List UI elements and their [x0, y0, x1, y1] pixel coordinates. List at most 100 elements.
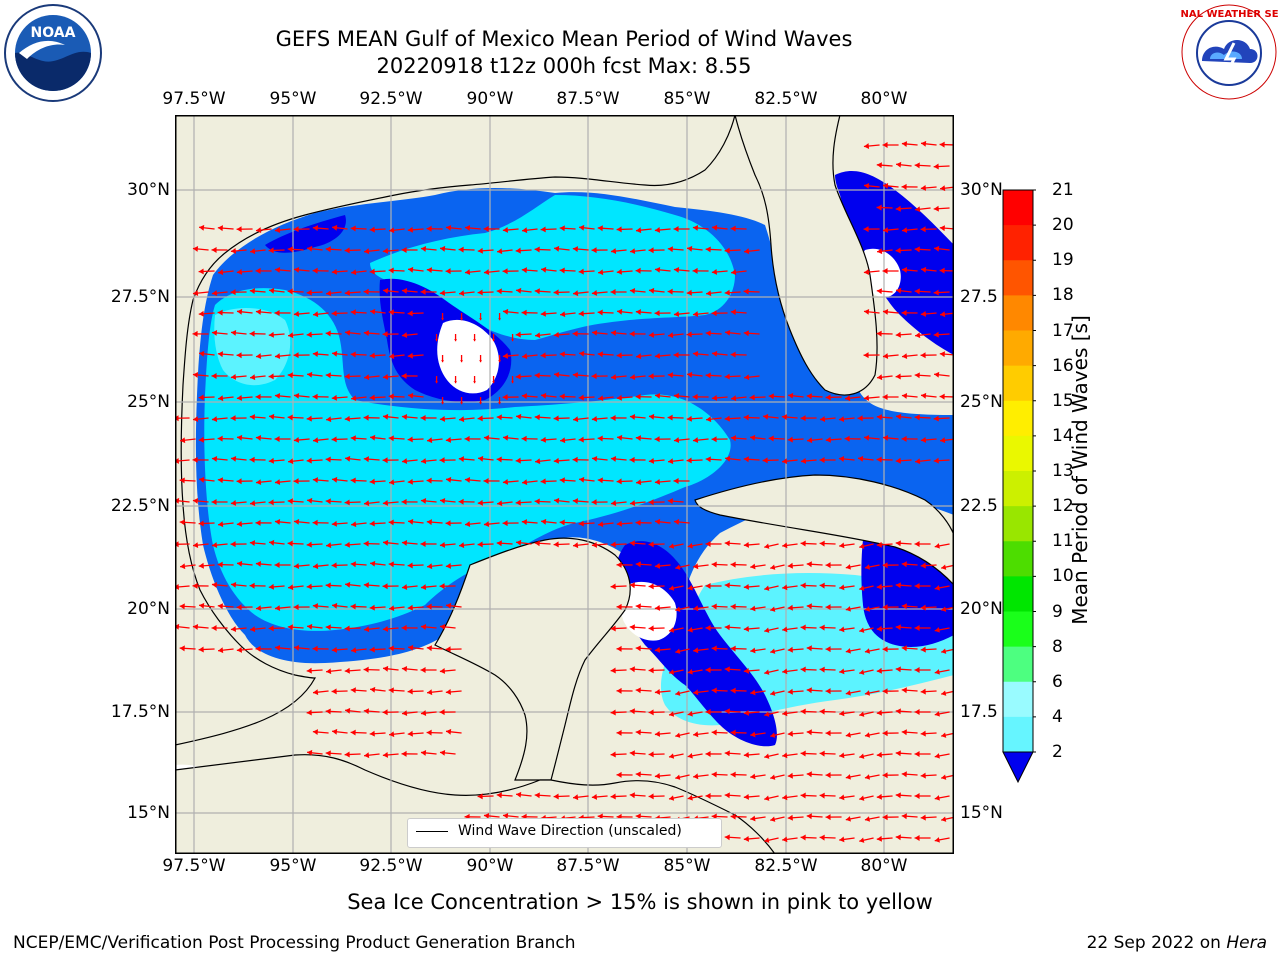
wind-wave-arrowhead	[876, 835, 882, 842]
wind-wave-arrowhead	[350, 561, 356, 568]
wind-wave-arrowhead	[288, 332, 294, 339]
wind-wave-arrowhead	[407, 478, 413, 485]
wind-wave-arrowhead	[579, 350, 585, 357]
wind-wave-arrowhead	[863, 226, 869, 233]
wind-wave-arrowhead	[635, 435, 641, 442]
wind-wave-arrowhead	[293, 563, 300, 569]
wind-wave-arrowhead	[446, 476, 452, 483]
wind-wave-arrowhead	[331, 310, 337, 317]
wind-wave-arrowhead	[819, 708, 825, 715]
wind-wave-arrowhead	[839, 794, 845, 801]
wind-wave-arrowhead	[669, 585, 675, 591]
wind-wave-arrowhead	[686, 331, 692, 338]
lat-label-right: 25°N	[960, 392, 1003, 412]
wind-wave-arrowhead	[705, 456, 711, 463]
wind-wave-arrowhead	[534, 288, 540, 295]
wind-wave-arrowhead	[496, 540, 502, 547]
wind-wave-arrowhead	[914, 162, 920, 169]
wind-wave-arrowhead	[218, 269, 224, 276]
wind-wave-arrowhead	[572, 498, 578, 505]
wind-wave-arrowhead	[744, 374, 750, 381]
wind-wave-arrowhead	[800, 708, 806, 715]
wind-wave-arrowhead	[711, 603, 717, 610]
wind-wave-arrowhead	[401, 584, 408, 591]
wind-wave-arrowhead	[445, 563, 452, 569]
wind-wave-arrowhead	[629, 708, 635, 715]
wind-wave-arrowhead	[383, 287, 389, 294]
wind-wave-arrowhead	[845, 395, 851, 402]
wind-wave-arrowhead	[522, 479, 528, 486]
wind-wave-arrowhead	[806, 561, 812, 568]
wind-wave-arrowhead	[915, 206, 921, 213]
wind-wave-arrowhead	[326, 290, 332, 297]
wind-wave-arrowhead	[859, 795, 865, 801]
wind-wave-arrowhead	[896, 161, 902, 168]
wind-wave-arrowhead	[864, 690, 871, 696]
wind-wave-arrowhead	[920, 646, 926, 653]
wind-wave-arrowhead	[439, 457, 445, 464]
wind-wave-arrowhead	[901, 353, 908, 360]
wind-wave-arrowhead	[764, 627, 770, 633]
wind-wave-arrowhead	[217, 351, 223, 358]
lat-label-right: 15°N	[960, 803, 1003, 823]
wind-wave-arrowhead	[175, 415, 179, 422]
wind-wave-arrowhead	[934, 837, 940, 843]
wind-wave-arrowhead	[255, 605, 262, 612]
colorbar-tick-label: 10	[1052, 566, 1074, 587]
wind-wave-arrowhead	[420, 540, 426, 547]
wind-wave-arrowhead	[351, 269, 357, 276]
wind-wave-arrowhead	[237, 308, 243, 315]
wind-wave-arrowhead	[895, 205, 901, 212]
wind-wave-arrowhead	[553, 289, 559, 296]
wind-wave-arrowhead	[782, 836, 788, 843]
wind-wave-arrowhead	[211, 456, 218, 462]
wind-wave-arrowhead	[750, 434, 756, 441]
wind-wave-arrowhead	[914, 835, 920, 842]
wind-wave-arrowhead	[312, 729, 319, 735]
lat-label-left: 30°N	[127, 180, 170, 200]
legend: Wind Wave Direction (unscaled)	[407, 818, 722, 848]
wind-wave-arrowhead	[635, 561, 641, 568]
wind-wave-arrowhead	[540, 310, 546, 317]
wind-wave-arrowhead	[636, 479, 642, 486]
wind-wave-arrowhead	[325, 750, 331, 757]
wind-wave-arrowhead	[770, 816, 776, 822]
legend-label: Wind Wave Direction (unscaled)	[458, 823, 682, 839]
wind-wave-arrowhead	[731, 395, 737, 402]
wind-wave-arrowhead	[882, 688, 888, 695]
colorbar-segment	[1003, 435, 1033, 472]
wind-wave-arrowhead	[426, 645, 432, 652]
wind-wave-arrowhead	[762, 457, 768, 464]
wind-wave-arrowhead	[236, 604, 242, 611]
wind-wave-arrowhead	[236, 352, 242, 359]
wind-wave-arrowhead	[864, 774, 871, 780]
lon-label-top: 90°W	[466, 89, 514, 109]
wind-wave-arrowhead	[610, 374, 617, 381]
wind-wave-arrowhead	[255, 435, 262, 441]
wind-wave-arrowhead	[825, 772, 831, 779]
wind-wave-arrowhead	[217, 435, 223, 442]
wind-wave-arrowhead	[344, 289, 350, 296]
wind-wave-arrowhead	[914, 288, 920, 295]
wind-wave-arrowhead	[511, 380, 514, 384]
wind-wave-arrowhead	[648, 709, 654, 716]
wind-wave-arrowhead	[768, 393, 774, 400]
wind-wave-arrowhead	[750, 731, 756, 738]
wind-wave-arrowhead	[255, 561, 262, 567]
wind-wave-arrowhead	[934, 711, 940, 717]
wind-wave-arrowhead	[572, 330, 578, 337]
wind-wave-arrowhead	[269, 287, 275, 294]
wind-wave-arrowhead	[217, 603, 223, 610]
wind-wave-arrowhead	[800, 415, 806, 422]
wind-wave-arrowhead	[598, 395, 604, 402]
wind-wave-arrowhead	[255, 227, 262, 234]
wind-wave-arrowhead	[522, 227, 528, 234]
wind-wave-arrowhead	[591, 416, 598, 422]
wind-wave-arrowhead	[788, 392, 794, 399]
wind-wave-arrowhead	[218, 521, 224, 528]
wind-wave-arrowhead	[764, 837, 770, 843]
wind-wave-arrowhead	[325, 246, 331, 253]
wind-wave-arrowhead	[446, 224, 452, 231]
wind-wave-arrowhead	[293, 392, 300, 399]
wind-wave-arrowhead	[439, 583, 445, 590]
